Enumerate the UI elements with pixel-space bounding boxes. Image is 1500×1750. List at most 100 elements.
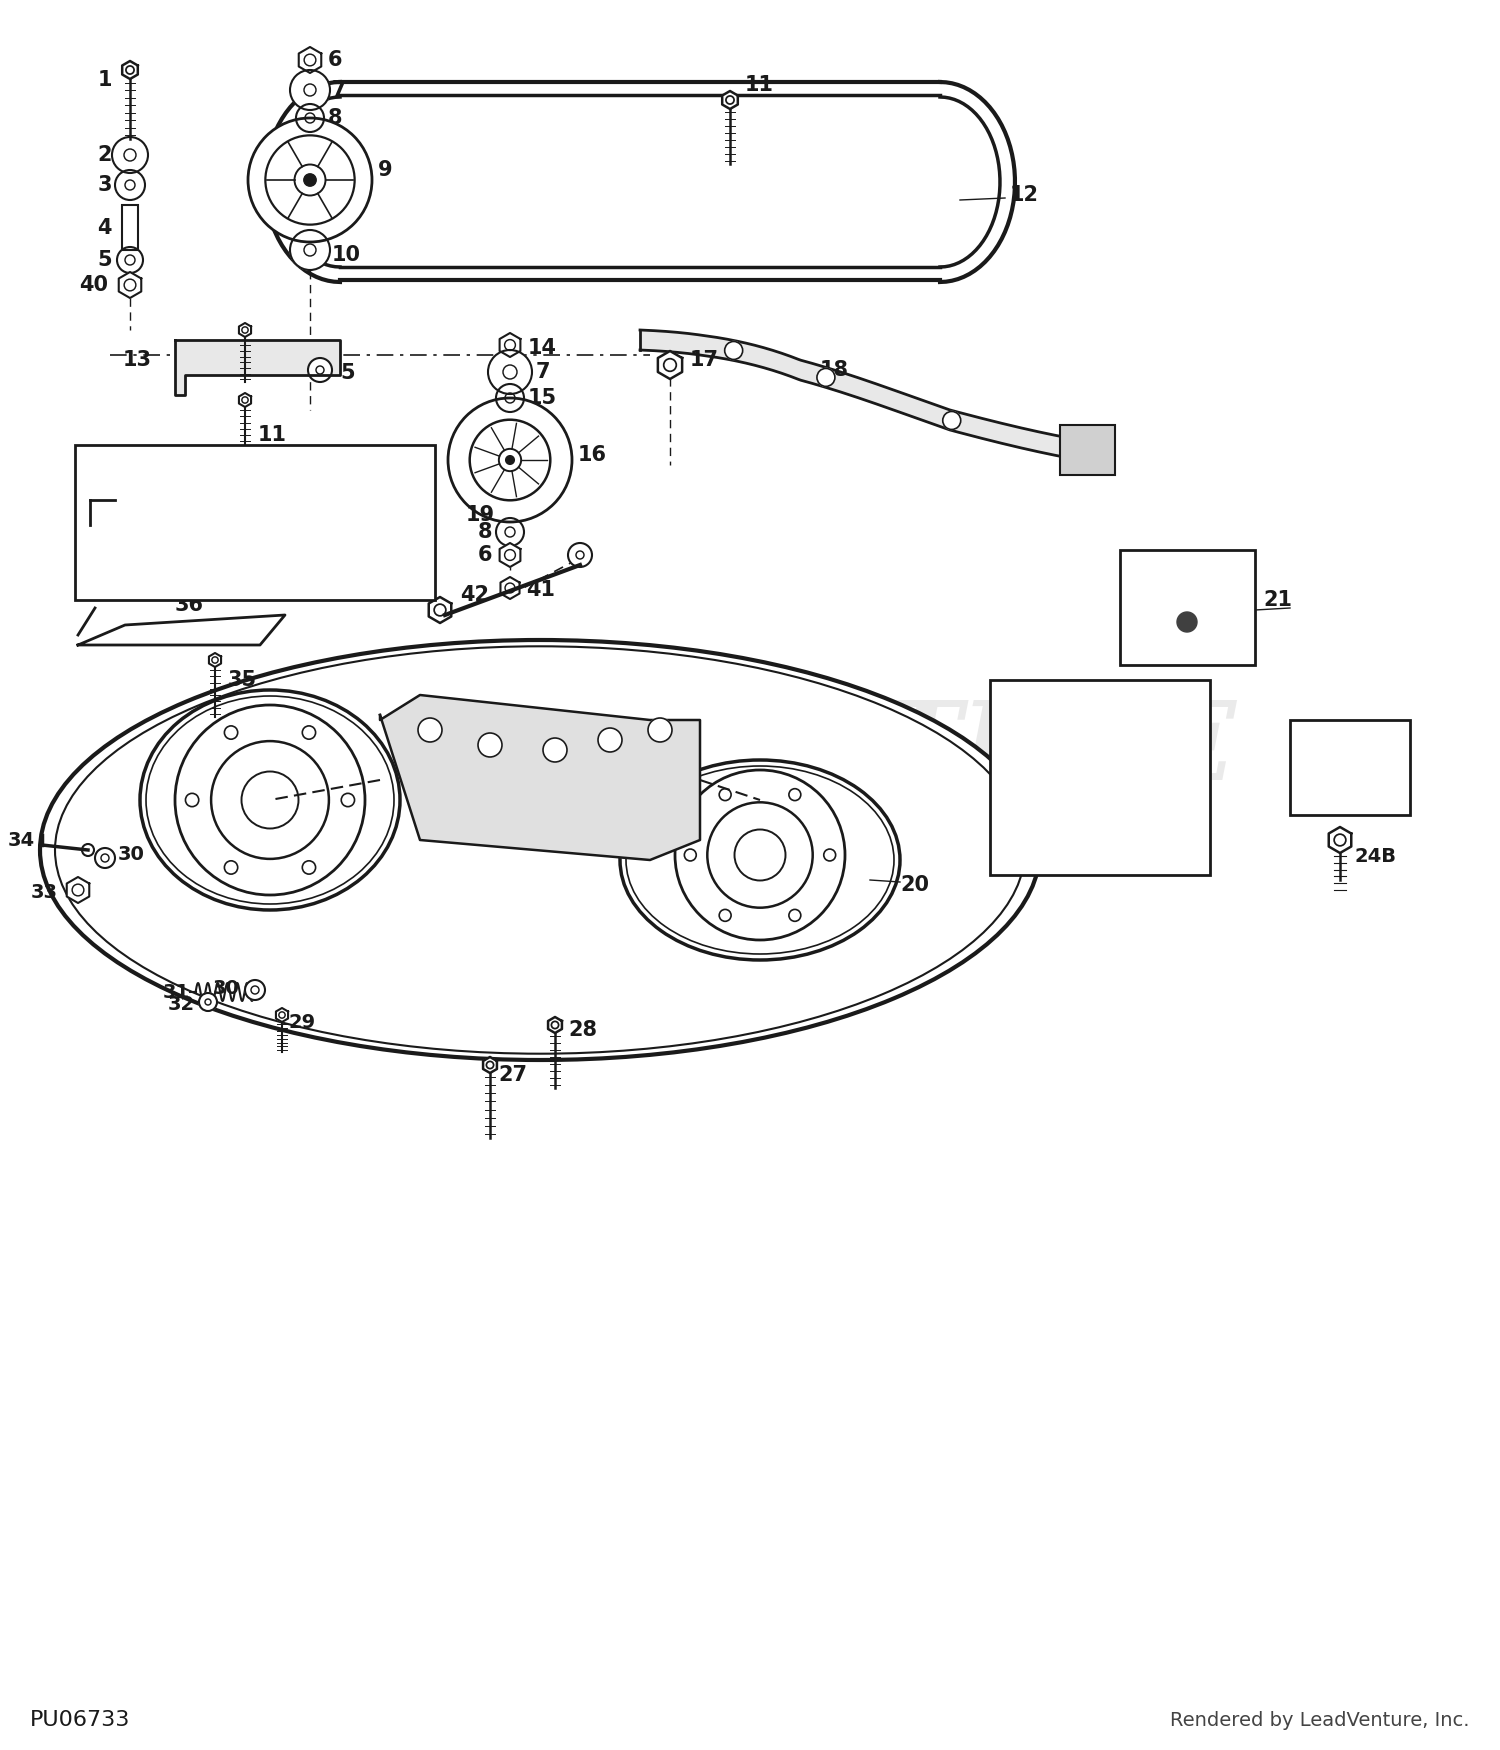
Circle shape xyxy=(506,455,515,464)
Polygon shape xyxy=(66,877,90,903)
Circle shape xyxy=(419,718,442,742)
Text: 34: 34 xyxy=(8,831,34,849)
Circle shape xyxy=(116,170,146,200)
Ellipse shape xyxy=(40,640,1040,1060)
Circle shape xyxy=(478,733,502,758)
Circle shape xyxy=(290,70,330,110)
Text: 8: 8 xyxy=(328,108,342,128)
Polygon shape xyxy=(386,558,394,570)
Text: 20: 20 xyxy=(900,875,928,894)
Polygon shape xyxy=(548,1017,562,1032)
Polygon shape xyxy=(501,578,519,598)
Text: 27: 27 xyxy=(498,1066,526,1085)
Circle shape xyxy=(1113,793,1126,807)
Polygon shape xyxy=(238,394,250,408)
Text: 14: 14 xyxy=(528,338,556,359)
Text: PU06733: PU06733 xyxy=(30,1710,130,1731)
Circle shape xyxy=(244,980,266,999)
Text: LEADVENTURE: LEADVENTURE xyxy=(264,696,1236,803)
Text: 5: 5 xyxy=(340,362,354,383)
Circle shape xyxy=(1161,597,1214,648)
Text: 3: 3 xyxy=(98,175,112,194)
Bar xyxy=(1290,719,1410,816)
Bar xyxy=(1060,425,1114,474)
Circle shape xyxy=(112,136,148,173)
Polygon shape xyxy=(122,61,138,79)
Text: 33: 33 xyxy=(32,882,58,901)
Text: 39: 39 xyxy=(230,490,256,509)
Polygon shape xyxy=(276,1008,288,1022)
Text: 30: 30 xyxy=(118,845,146,864)
Text: 5: 5 xyxy=(98,250,112,270)
Circle shape xyxy=(296,103,324,131)
Circle shape xyxy=(488,350,532,394)
Circle shape xyxy=(375,530,405,560)
Text: 11: 11 xyxy=(746,75,774,94)
Bar xyxy=(1120,550,1256,665)
Polygon shape xyxy=(238,324,250,338)
Circle shape xyxy=(724,341,742,359)
Text: 12: 12 xyxy=(1010,186,1040,205)
Text: 13: 13 xyxy=(123,350,152,369)
Polygon shape xyxy=(483,1057,496,1073)
Text: 30: 30 xyxy=(213,978,240,997)
Text: 29: 29 xyxy=(288,1013,315,1031)
Text: 22: 22 xyxy=(1002,752,1029,772)
Text: 24A: 24A xyxy=(1298,726,1336,746)
Text: 35: 35 xyxy=(228,670,256,690)
Text: 15: 15 xyxy=(528,388,556,408)
Polygon shape xyxy=(380,695,700,859)
Polygon shape xyxy=(429,597,451,623)
Text: 17: 17 xyxy=(690,350,718,369)
Circle shape xyxy=(496,383,523,411)
Bar xyxy=(990,681,1210,875)
Text: 40: 40 xyxy=(80,275,108,296)
Polygon shape xyxy=(1299,768,1317,788)
Text: 42: 42 xyxy=(460,584,489,605)
Circle shape xyxy=(1178,612,1197,632)
Text: 19: 19 xyxy=(466,506,495,525)
Text: 18: 18 xyxy=(821,360,849,380)
Text: 1: 1 xyxy=(98,70,112,89)
Polygon shape xyxy=(658,352,682,380)
Text: 37: 37 xyxy=(82,471,110,490)
Circle shape xyxy=(248,117,372,242)
Polygon shape xyxy=(500,332,520,357)
Polygon shape xyxy=(176,340,340,396)
Circle shape xyxy=(176,705,364,894)
Circle shape xyxy=(94,849,116,868)
Text: 7: 7 xyxy=(332,80,346,100)
Circle shape xyxy=(304,173,316,186)
Text: 25: 25 xyxy=(1136,726,1162,744)
Text: Rendered by LeadVenture, Inc.: Rendered by LeadVenture, Inc. xyxy=(1170,1710,1470,1729)
Text: 28: 28 xyxy=(568,1020,597,1040)
Polygon shape xyxy=(722,91,738,108)
Ellipse shape xyxy=(620,760,900,961)
Polygon shape xyxy=(118,271,141,298)
Polygon shape xyxy=(298,47,321,74)
Circle shape xyxy=(598,728,622,752)
Polygon shape xyxy=(209,653,220,667)
Text: 6: 6 xyxy=(477,544,492,565)
Text: 21: 21 xyxy=(1263,590,1292,611)
Text: 32: 32 xyxy=(168,996,195,1015)
Circle shape xyxy=(290,229,330,270)
Polygon shape xyxy=(500,542,520,567)
Text: 26A: 26A xyxy=(1128,558,1167,578)
Bar xyxy=(75,444,435,600)
Circle shape xyxy=(308,359,332,382)
Circle shape xyxy=(448,397,572,522)
Circle shape xyxy=(543,738,567,761)
Text: 7: 7 xyxy=(536,362,550,382)
Bar xyxy=(122,205,138,250)
Polygon shape xyxy=(1329,828,1352,852)
Text: 23: 23 xyxy=(1138,765,1166,784)
Ellipse shape xyxy=(140,690,400,910)
Text: 16: 16 xyxy=(578,444,608,466)
Text: 4: 4 xyxy=(98,219,112,238)
Text: 26B: 26B xyxy=(998,690,1036,707)
Text: 11: 11 xyxy=(258,425,286,444)
Text: 31: 31 xyxy=(164,982,190,1001)
Text: 41: 41 xyxy=(526,579,555,600)
Text: 10: 10 xyxy=(332,245,362,264)
